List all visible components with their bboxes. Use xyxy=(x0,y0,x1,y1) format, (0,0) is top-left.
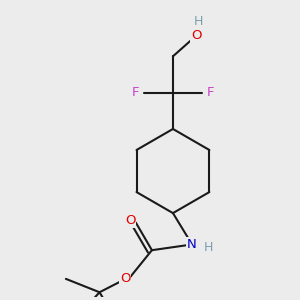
Text: O: O xyxy=(125,214,135,227)
Text: F: F xyxy=(132,86,140,99)
Text: N: N xyxy=(187,238,197,251)
Text: H: H xyxy=(203,241,213,254)
Text: H: H xyxy=(194,15,203,28)
Text: O: O xyxy=(191,29,202,42)
Text: O: O xyxy=(120,272,130,285)
Text: F: F xyxy=(206,86,214,99)
